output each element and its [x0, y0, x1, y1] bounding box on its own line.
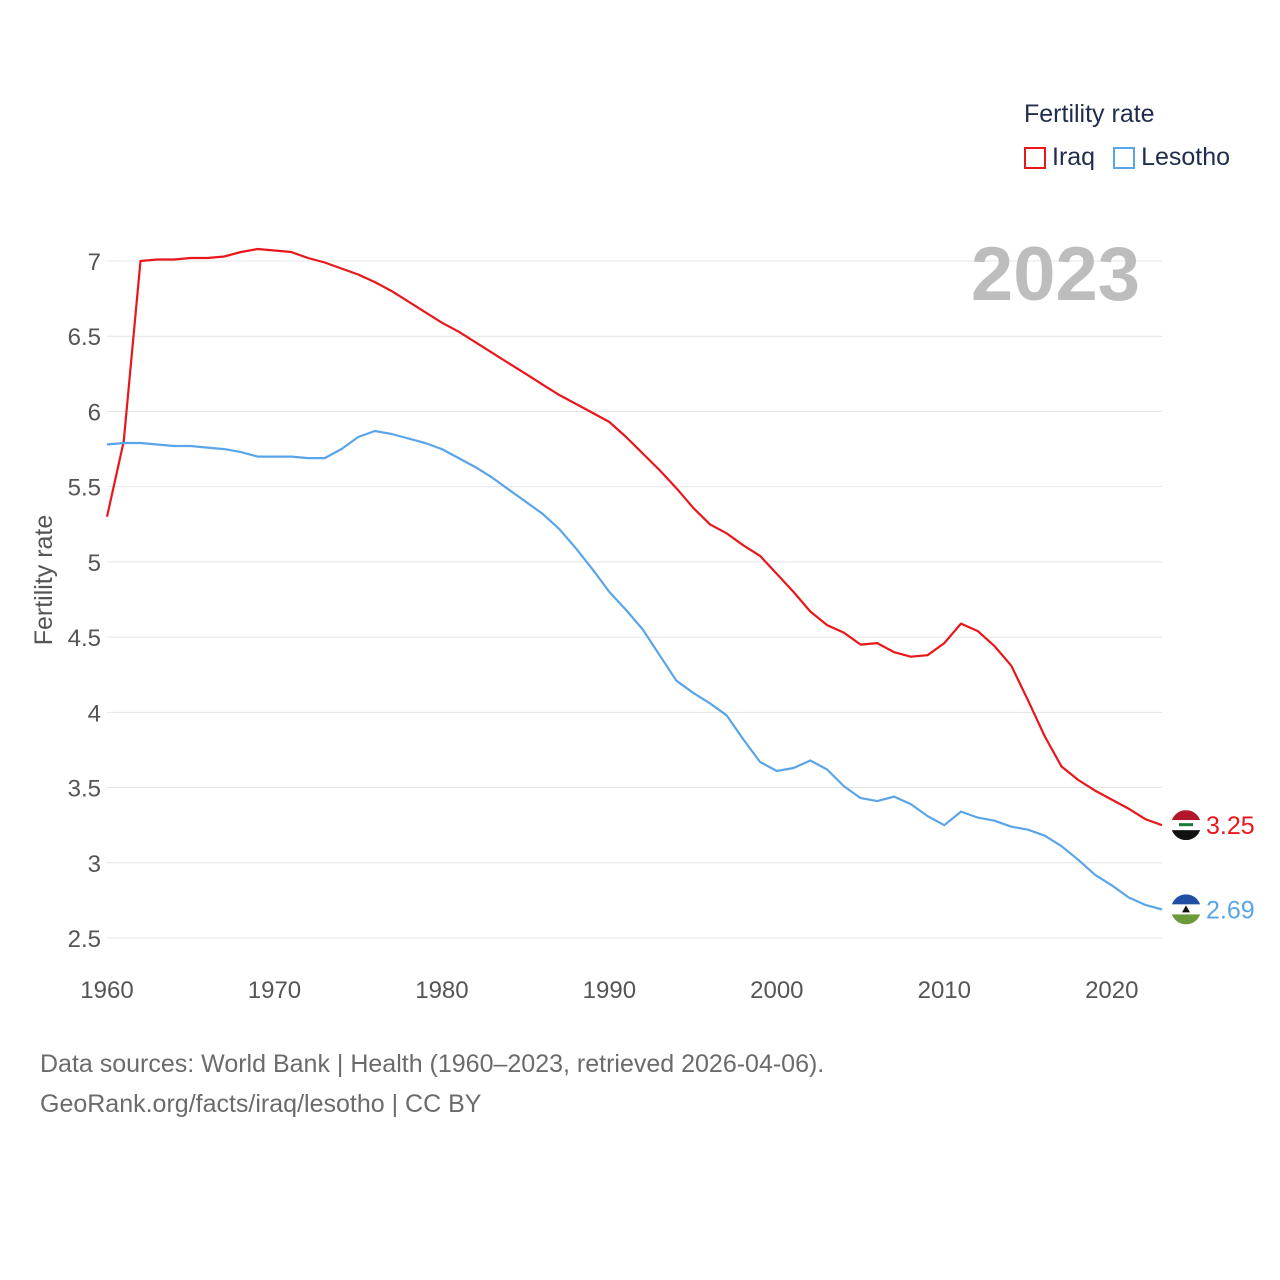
y-axis-label: Fertility rate	[30, 515, 58, 646]
y-tick-label: 6.5	[68, 324, 101, 351]
iraq-flag-icon	[1171, 810, 1201, 841]
legend-swatch-iraq	[1024, 146, 1046, 169]
end-value-label-lesotho: 2.69	[1206, 896, 1255, 924]
y-tick-label: 5.5	[68, 475, 101, 502]
legend-label-iraq: Iraq	[1052, 143, 1096, 171]
x-tick-label: 2020	[1085, 977, 1138, 1004]
x-tick-label: 1970	[248, 977, 301, 1004]
year-watermark: 2023	[971, 232, 1140, 317]
legend-item-lesotho[interactable]: Lesotho	[1113, 143, 1230, 172]
legend-title: Fertility rate	[1024, 100, 1155, 128]
legend-swatch-lesotho	[1113, 146, 1136, 169]
series-line-iraq[interactable]	[105, 247, 1163, 827]
end-value-label-iraq: 3.25	[1206, 812, 1255, 840]
y-tick-label: 3	[88, 851, 101, 878]
x-tick-label: 2010	[918, 977, 971, 1004]
source-note: Data sources: World Bank | Health (1960–…	[40, 1044, 824, 1124]
legend-label-lesotho: Lesotho	[1141, 143, 1231, 171]
y-tick-label: 4.5	[68, 625, 101, 652]
x-tick-label: 1960	[80, 977, 133, 1004]
y-tick-label: 3.5	[68, 776, 101, 803]
x-tick-label: 2000	[750, 977, 803, 1004]
x-tick-label: 1990	[583, 977, 636, 1004]
grid-lines	[107, 260, 1162, 939]
x-axis-ticks: 1960 1970 1980 1990 2000 2010 2020	[80, 977, 1138, 1004]
source-line: Data sources: World Bank | Health (1960–…	[40, 1050, 825, 1078]
y-tick-label: 2.5	[68, 926, 101, 953]
y-tick-label: 5	[88, 550, 101, 577]
y-tick-label: 7	[88, 249, 101, 276]
y-tick-label: 4	[88, 700, 101, 727]
legend-item-iraq[interactable]: Iraq	[1024, 143, 1095, 172]
source-link[interactable]: GeoRank.org/facts/iraq/lesotho | CC BY	[40, 1090, 482, 1118]
series-lines	[105, 247, 1163, 911]
series-line-lesotho[interactable]	[106, 429, 1163, 911]
series-end-markers: 3.25 2.69	[1171, 810, 1255, 925]
y-axis-ticks: 2.5 3 3.5 4 4.5 5 5.5 6 6.5 7	[68, 249, 101, 953]
lesotho-flag-icon	[1171, 894, 1201, 925]
y-tick-label: 6	[88, 399, 101, 426]
legend: Iraq Lesotho	[1024, 143, 1248, 172]
x-tick-label: 1980	[415, 977, 468, 1004]
